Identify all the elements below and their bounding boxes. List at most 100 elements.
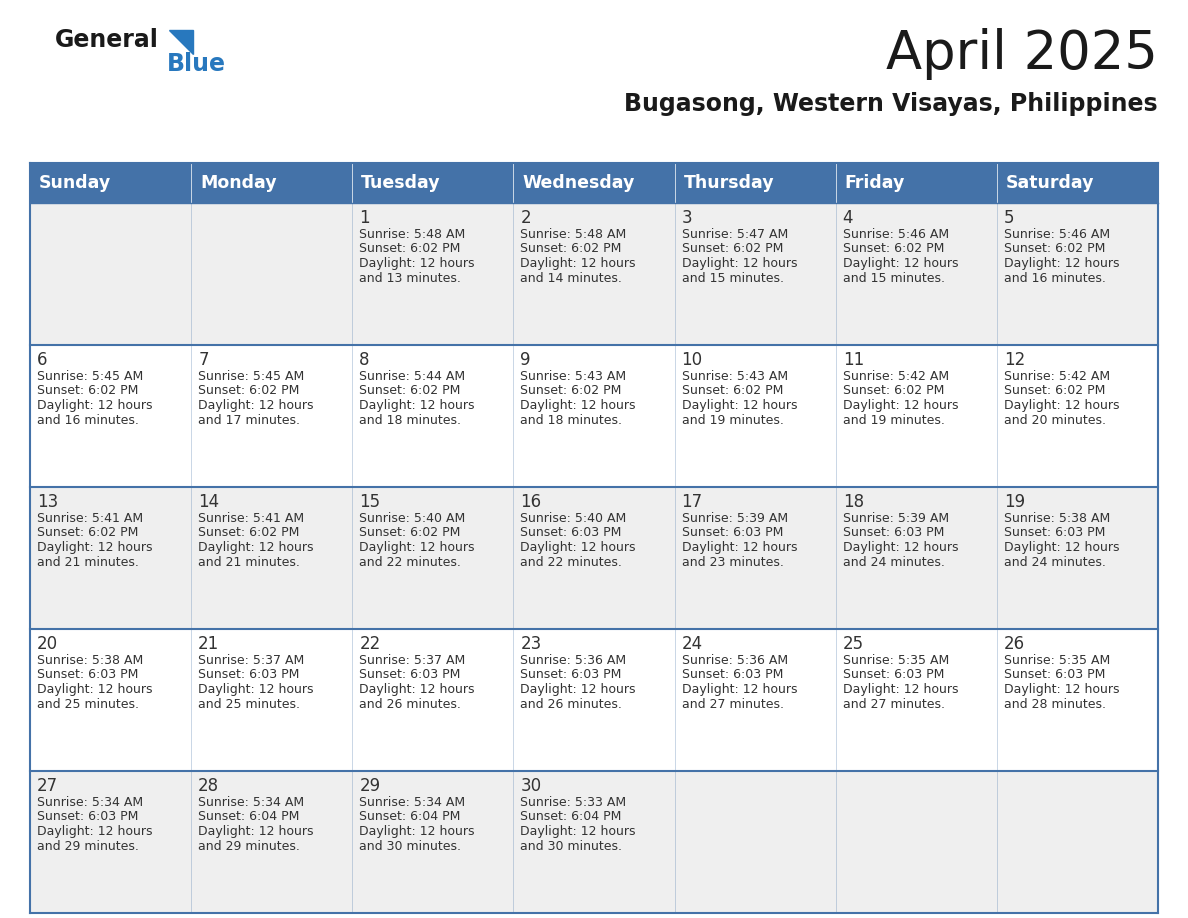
Text: General: General xyxy=(55,28,159,52)
Text: Daylight: 12 hours: Daylight: 12 hours xyxy=(37,683,152,696)
Text: 14: 14 xyxy=(198,493,220,511)
Text: 1: 1 xyxy=(359,209,369,227)
Text: and 14 minutes.: and 14 minutes. xyxy=(520,272,623,285)
Text: Sunrise: 5:41 AM: Sunrise: 5:41 AM xyxy=(37,512,143,525)
Text: Daylight: 12 hours: Daylight: 12 hours xyxy=(359,399,475,412)
Text: 6: 6 xyxy=(37,351,48,369)
Text: 22: 22 xyxy=(359,635,380,653)
Text: Sunrise: 5:45 AM: Sunrise: 5:45 AM xyxy=(198,370,304,383)
Text: and 20 minutes.: and 20 minutes. xyxy=(1004,413,1106,427)
Bar xyxy=(513,163,675,203)
Text: Daylight: 12 hours: Daylight: 12 hours xyxy=(37,825,152,838)
Text: and 19 minutes.: and 19 minutes. xyxy=(842,413,944,427)
Text: Daylight: 12 hours: Daylight: 12 hours xyxy=(520,257,636,270)
Text: and 27 minutes.: and 27 minutes. xyxy=(682,698,784,711)
Text: 5: 5 xyxy=(1004,209,1015,227)
Text: 19: 19 xyxy=(1004,493,1025,511)
Text: Sunrise: 5:38 AM: Sunrise: 5:38 AM xyxy=(37,654,144,667)
Text: Sunrise: 5:39 AM: Sunrise: 5:39 AM xyxy=(842,512,949,525)
Text: Daylight: 12 hours: Daylight: 12 hours xyxy=(359,825,475,838)
Text: Sunrise: 5:41 AM: Sunrise: 5:41 AM xyxy=(198,512,304,525)
Text: and 22 minutes.: and 22 minutes. xyxy=(359,555,461,568)
Text: 21: 21 xyxy=(198,635,220,653)
Text: and 23 minutes.: and 23 minutes. xyxy=(682,555,783,568)
Text: 24: 24 xyxy=(682,635,702,653)
Bar xyxy=(997,163,1158,203)
Text: Bugasong, Western Visayas, Philippines: Bugasong, Western Visayas, Philippines xyxy=(625,92,1158,116)
Text: Daylight: 12 hours: Daylight: 12 hours xyxy=(842,399,959,412)
Text: and 26 minutes.: and 26 minutes. xyxy=(520,698,623,711)
Text: Daylight: 12 hours: Daylight: 12 hours xyxy=(520,683,636,696)
Text: and 29 minutes.: and 29 minutes. xyxy=(198,839,301,853)
Text: Sunrise: 5:40 AM: Sunrise: 5:40 AM xyxy=(359,512,466,525)
Text: Sunset: 6:02 PM: Sunset: 6:02 PM xyxy=(520,385,621,397)
Text: 8: 8 xyxy=(359,351,369,369)
Text: Sunset: 6:02 PM: Sunset: 6:02 PM xyxy=(359,385,461,397)
Text: Sunrise: 5:40 AM: Sunrise: 5:40 AM xyxy=(520,512,627,525)
Text: Daylight: 12 hours: Daylight: 12 hours xyxy=(198,683,314,696)
Text: Sunset: 6:03 PM: Sunset: 6:03 PM xyxy=(198,668,299,681)
Text: and 17 minutes.: and 17 minutes. xyxy=(198,413,301,427)
Text: Daylight: 12 hours: Daylight: 12 hours xyxy=(37,541,152,554)
Text: Sunset: 6:02 PM: Sunset: 6:02 PM xyxy=(359,242,461,255)
Text: and 21 minutes.: and 21 minutes. xyxy=(37,555,139,568)
Text: Sunset: 6:02 PM: Sunset: 6:02 PM xyxy=(37,385,138,397)
Text: Sunday: Sunday xyxy=(39,174,112,192)
Bar xyxy=(675,163,835,203)
Text: Sunrise: 5:36 AM: Sunrise: 5:36 AM xyxy=(520,654,626,667)
Text: 10: 10 xyxy=(682,351,702,369)
Text: Sunset: 6:02 PM: Sunset: 6:02 PM xyxy=(842,242,944,255)
Text: 9: 9 xyxy=(520,351,531,369)
Text: 30: 30 xyxy=(520,777,542,795)
Text: 17: 17 xyxy=(682,493,702,511)
Text: and 13 minutes.: and 13 minutes. xyxy=(359,272,461,285)
Text: Sunrise: 5:36 AM: Sunrise: 5:36 AM xyxy=(682,654,788,667)
Text: Sunrise: 5:42 AM: Sunrise: 5:42 AM xyxy=(842,370,949,383)
Text: Sunrise: 5:43 AM: Sunrise: 5:43 AM xyxy=(682,370,788,383)
Text: and 25 minutes.: and 25 minutes. xyxy=(37,698,139,711)
Text: Sunrise: 5:37 AM: Sunrise: 5:37 AM xyxy=(198,654,304,667)
Text: Sunset: 6:03 PM: Sunset: 6:03 PM xyxy=(359,668,461,681)
Text: Daylight: 12 hours: Daylight: 12 hours xyxy=(1004,399,1119,412)
Text: Daylight: 12 hours: Daylight: 12 hours xyxy=(520,541,636,554)
Bar xyxy=(30,203,1158,345)
Text: and 16 minutes.: and 16 minutes. xyxy=(1004,272,1106,285)
Text: Daylight: 12 hours: Daylight: 12 hours xyxy=(682,683,797,696)
Text: Sunset: 6:02 PM: Sunset: 6:02 PM xyxy=(520,242,621,255)
Bar xyxy=(30,771,1158,913)
Text: 18: 18 xyxy=(842,493,864,511)
Text: Sunrise: 5:45 AM: Sunrise: 5:45 AM xyxy=(37,370,144,383)
Text: Friday: Friday xyxy=(845,174,905,192)
Text: April 2025: April 2025 xyxy=(886,28,1158,80)
Text: Sunset: 6:03 PM: Sunset: 6:03 PM xyxy=(520,527,621,540)
Polygon shape xyxy=(169,30,192,54)
Text: Sunset: 6:02 PM: Sunset: 6:02 PM xyxy=(198,527,299,540)
Text: 25: 25 xyxy=(842,635,864,653)
Text: Sunset: 6:02 PM: Sunset: 6:02 PM xyxy=(1004,242,1105,255)
Bar xyxy=(30,629,1158,771)
Text: Sunset: 6:04 PM: Sunset: 6:04 PM xyxy=(198,811,299,823)
Text: Daylight: 12 hours: Daylight: 12 hours xyxy=(842,257,959,270)
Text: Daylight: 12 hours: Daylight: 12 hours xyxy=(1004,683,1119,696)
Text: Daylight: 12 hours: Daylight: 12 hours xyxy=(359,541,475,554)
Text: and 26 minutes.: and 26 minutes. xyxy=(359,698,461,711)
Text: 7: 7 xyxy=(198,351,209,369)
Bar xyxy=(30,345,1158,487)
Bar xyxy=(353,163,513,203)
Text: Daylight: 12 hours: Daylight: 12 hours xyxy=(1004,257,1119,270)
Text: Blue: Blue xyxy=(168,52,226,76)
Text: Sunrise: 5:34 AM: Sunrise: 5:34 AM xyxy=(198,796,304,809)
Text: 11: 11 xyxy=(842,351,864,369)
Text: and 16 minutes.: and 16 minutes. xyxy=(37,413,139,427)
Text: Sunrise: 5:35 AM: Sunrise: 5:35 AM xyxy=(1004,654,1110,667)
Text: Sunset: 6:03 PM: Sunset: 6:03 PM xyxy=(682,527,783,540)
Text: Sunrise: 5:34 AM: Sunrise: 5:34 AM xyxy=(37,796,143,809)
Text: Daylight: 12 hours: Daylight: 12 hours xyxy=(520,825,636,838)
Text: Sunrise: 5:48 AM: Sunrise: 5:48 AM xyxy=(520,228,627,241)
Text: 3: 3 xyxy=(682,209,693,227)
Text: 20: 20 xyxy=(37,635,58,653)
Text: Sunrise: 5:38 AM: Sunrise: 5:38 AM xyxy=(1004,512,1110,525)
Text: Sunset: 6:03 PM: Sunset: 6:03 PM xyxy=(842,668,944,681)
Text: Sunrise: 5:35 AM: Sunrise: 5:35 AM xyxy=(842,654,949,667)
Text: Sunrise: 5:46 AM: Sunrise: 5:46 AM xyxy=(1004,228,1110,241)
